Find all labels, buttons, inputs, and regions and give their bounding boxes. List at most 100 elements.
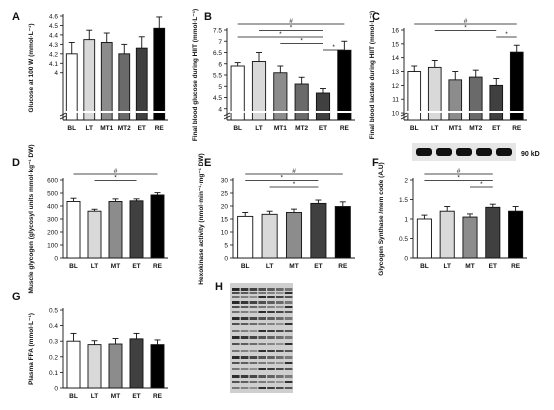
gel-band (258, 323, 266, 325)
bar-BL (66, 200, 81, 259)
gel-band (249, 323, 258, 325)
gel-band (284, 296, 293, 298)
gel-band (276, 343, 284, 345)
x-tick-label-MT2: MT2 (295, 125, 308, 132)
gel-band (240, 323, 249, 325)
gel-band (267, 323, 275, 325)
gel-band (249, 296, 258, 298)
axis-break (59, 112, 67, 117)
y-tick-label: 4.2 (49, 51, 58, 58)
y-tick-label: 600 (47, 178, 58, 185)
gel-band (284, 301, 293, 304)
x-tick-label-BL: BL (69, 393, 78, 400)
x-tick-label-ET: ET (138, 125, 146, 132)
gel-band (240, 387, 249, 389)
gel-band (249, 343, 258, 345)
significance-label: # (289, 18, 293, 25)
gel-band (284, 292, 293, 294)
significance-label: * (290, 24, 293, 31)
gel-band (240, 311, 249, 313)
x-tick-label-BL: BL (69, 263, 78, 270)
x-tick-label-LT: LT (431, 125, 438, 132)
gel-band (284, 356, 293, 359)
axis-break (223, 112, 231, 117)
x-tick-label-LT: LT (266, 263, 273, 270)
y-tick-label: 4.5 (213, 95, 222, 102)
gel-band (232, 336, 240, 339)
gel-band (276, 288, 284, 291)
y-tick-label: 5 (218, 84, 222, 91)
y-tick-label: 100 (47, 243, 58, 250)
gel-band (249, 362, 258, 364)
x-tick-label-MT: MT (111, 393, 120, 400)
bar-MT2 (294, 83, 309, 121)
bar-ET (310, 202, 327, 259)
panel-label: H (215, 281, 223, 293)
gel-band (267, 375, 275, 378)
gel-band (249, 306, 258, 308)
gel-band (249, 301, 258, 304)
gel-band (267, 330, 275, 332)
gel-band (284, 336, 293, 339)
gel-band (284, 362, 293, 364)
gel-band (240, 375, 249, 378)
gel-band (258, 356, 266, 359)
y-tick-label: 1 (404, 217, 408, 224)
significance-label: * (464, 24, 467, 31)
significance-label: * (332, 44, 335, 51)
axis-break (59, 115, 67, 120)
y-axis-title: Muscle glycogen (glycosyl units mmol·kg⁻… (28, 145, 35, 294)
gel-band (276, 323, 284, 325)
y-axis-title: Plasma FFA (mmol·L⁻¹) (28, 313, 35, 385)
bar-break (448, 111, 463, 113)
panel-H: H (215, 281, 293, 393)
panel-C: C 10 11 12 13 14 15 16 Final blood lactate durin… (369, 11, 527, 139)
gel-band (232, 375, 240, 378)
gel-band (232, 387, 240, 389)
x-tick-label-LT: LT (86, 125, 93, 132)
gel-band (232, 288, 240, 291)
bar-break (509, 111, 524, 113)
panel-E: E 0 5 10 15 20 25 30 Hexokinase activity (nmol·m… (198, 153, 355, 285)
gel-band (249, 330, 258, 332)
y-tick-label: 10 (221, 230, 229, 237)
bar-BL (66, 340, 81, 389)
bar-RE (150, 194, 165, 259)
gel-band (249, 375, 258, 378)
x-tick-label-LT: LT (255, 125, 262, 132)
bar-MT1 (100, 42, 113, 121)
y-tick-label: 300 (47, 217, 58, 224)
panel-label: B (204, 11, 212, 23)
panel-B: B 4 4.5 5 5.5 6 6.5 7 7.5 Final blood glucose dur… (192, 9, 355, 141)
blot-band (436, 148, 452, 156)
y-tick-label: 5 (224, 243, 228, 250)
gel-band (258, 362, 266, 364)
gel-band (284, 350, 293, 352)
y-tick-label: 200 (47, 230, 58, 237)
y-tick-label: 0.5 (399, 236, 408, 243)
gel-band (276, 306, 284, 308)
x-tick-label-LT: LT (443, 263, 450, 270)
y-tick-label: 0 (404, 256, 408, 263)
x-tick-label-MT1: MT1 (449, 125, 462, 132)
y-tick-label: 15 (221, 217, 229, 224)
gel-band (249, 336, 258, 339)
significance-label: # (457, 168, 461, 175)
x-tick-label-ET: ET (314, 263, 322, 270)
gel-band (258, 301, 266, 304)
gel-band (232, 330, 240, 332)
gel-band (284, 330, 293, 332)
x-tick-label-ET: ET (319, 125, 327, 132)
gel-band (249, 387, 258, 389)
gel-band (284, 306, 293, 308)
gel-band (276, 311, 284, 313)
gel-band (232, 356, 240, 359)
y-tick-label: 5.5 (213, 73, 222, 80)
significance-label: * (279, 31, 282, 38)
gel-band (267, 350, 275, 352)
bar-ET (129, 338, 144, 389)
gel-band (258, 375, 266, 378)
gel-band (258, 317, 266, 320)
bar-BL (237, 215, 254, 259)
gel-band (240, 350, 249, 352)
